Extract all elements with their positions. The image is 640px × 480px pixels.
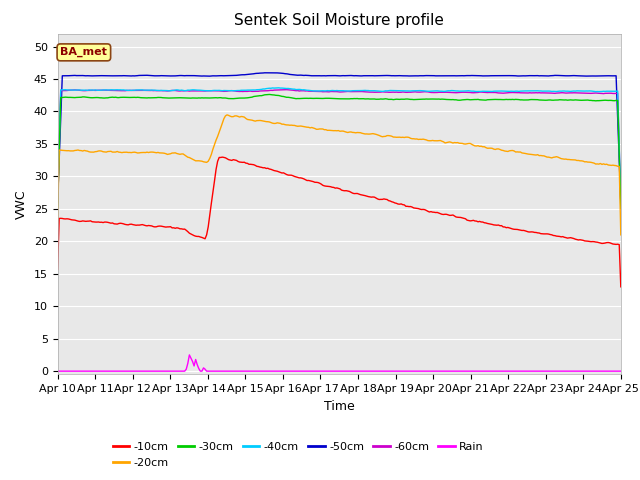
X-axis label: Time: Time (324, 400, 355, 413)
Legend: -10cm, -20cm, -30cm, -40cm, -50cm, -60cm, Rain: -10cm, -20cm, -30cm, -40cm, -50cm, -60cm… (108, 438, 488, 472)
Text: BA_met: BA_met (60, 47, 108, 58)
Y-axis label: VWC: VWC (15, 189, 28, 219)
Title: Sentek Soil Moisture profile: Sentek Soil Moisture profile (234, 13, 444, 28)
